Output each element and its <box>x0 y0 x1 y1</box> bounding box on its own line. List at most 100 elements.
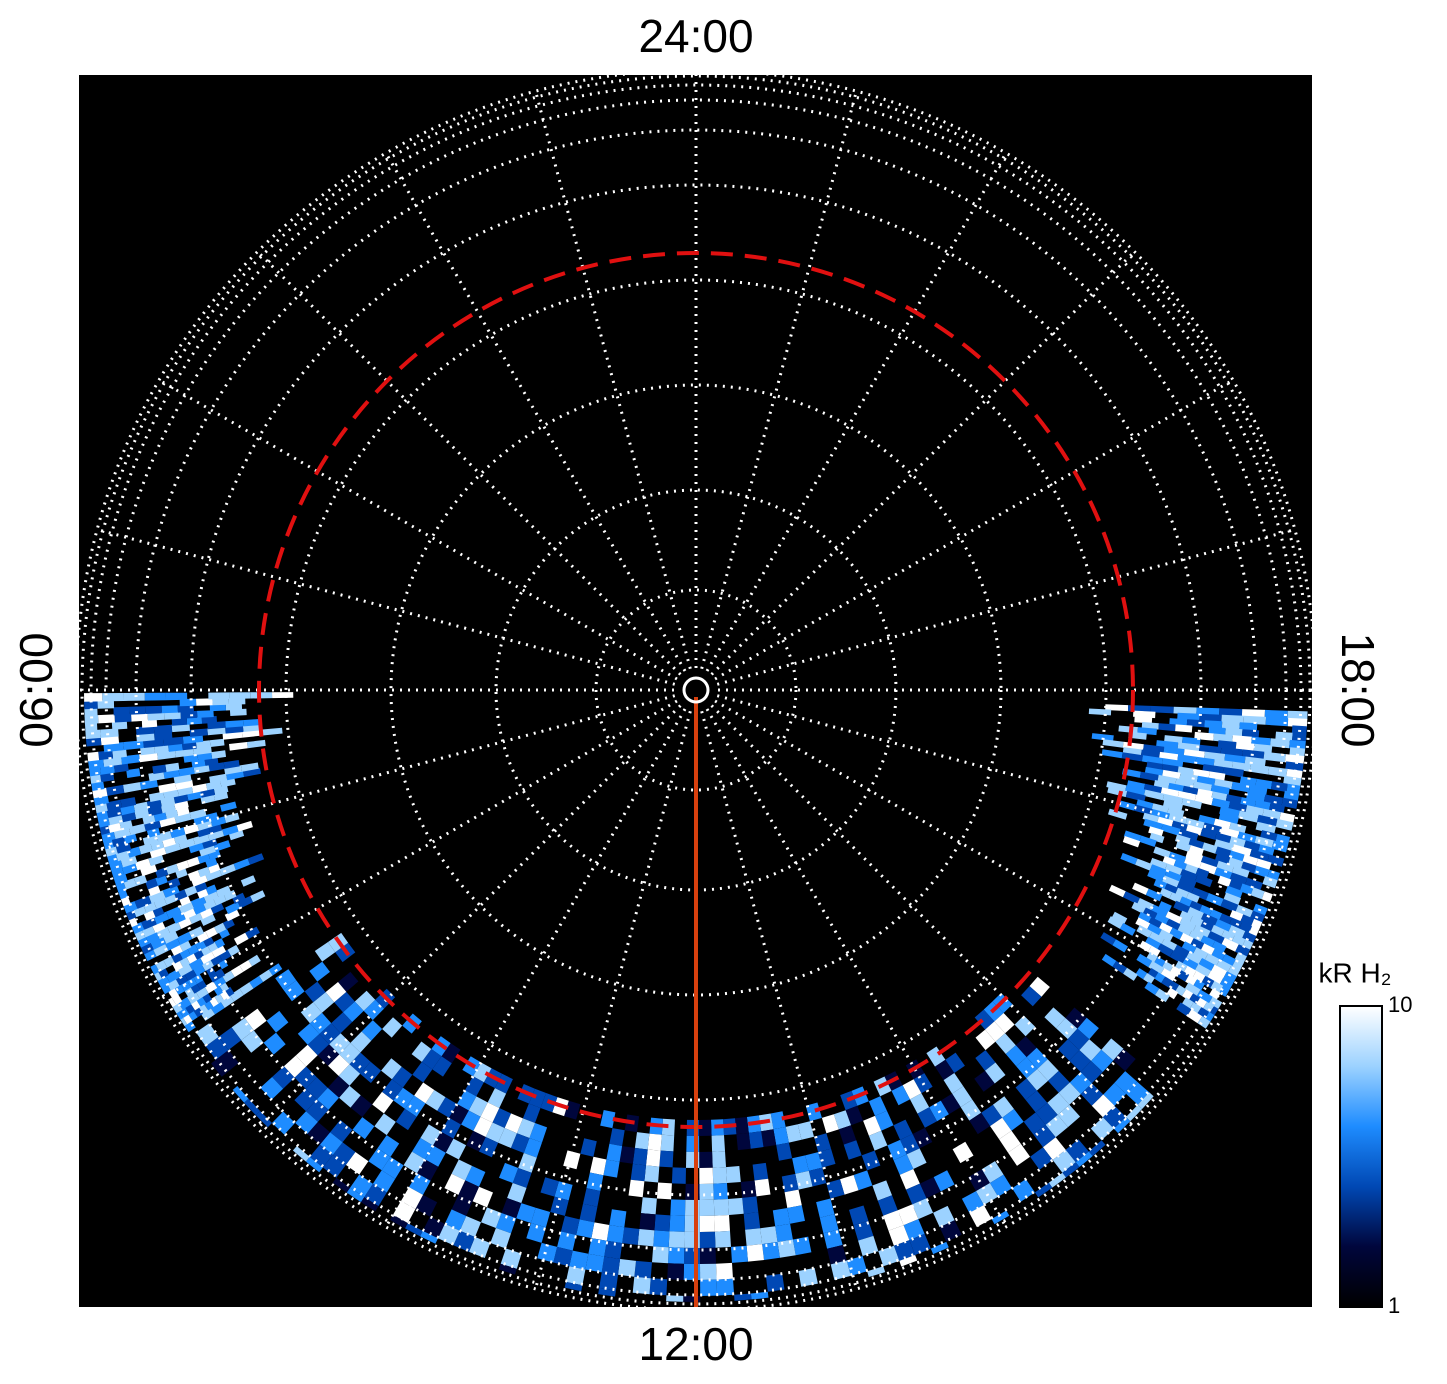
emission-patch <box>1179 875 1197 889</box>
emission-patch <box>652 1246 669 1264</box>
emission-patch <box>1161 938 1178 952</box>
emission-patch <box>1229 822 1247 834</box>
emission-patch <box>1270 738 1290 749</box>
emission-patch <box>283 1055 307 1078</box>
emission-patch <box>1223 892 1241 906</box>
emission-patch <box>481 1207 502 1228</box>
emission-patch <box>218 949 232 962</box>
emission-patch <box>994 1013 1015 1034</box>
emission-patch <box>700 1279 718 1296</box>
emission-patch <box>1190 938 1205 951</box>
emission-patch <box>1198 814 1216 826</box>
emission-patch <box>699 1183 714 1200</box>
emission-patch <box>1153 846 1171 859</box>
emission-patch <box>1169 718 1188 726</box>
emission-patch <box>329 1033 351 1055</box>
emission-patch <box>819 1214 839 1234</box>
emission-patch <box>188 957 204 971</box>
emission-patch <box>863 1115 882 1136</box>
emission-patch <box>153 911 170 925</box>
emission-patch <box>304 981 326 1003</box>
emission-patch <box>868 1096 887 1116</box>
emission-patch <box>1030 1147 1053 1170</box>
emission-patch <box>372 1170 396 1193</box>
emission-patch <box>457 1090 477 1111</box>
emission-patch <box>818 1148 836 1168</box>
emission-patch <box>1185 824 1203 836</box>
emission-patch <box>1015 1078 1037 1100</box>
emission-patch <box>205 927 218 939</box>
emission-patch <box>1207 970 1224 985</box>
emission-patch <box>1173 944 1190 959</box>
emission-patch <box>659 1150 674 1168</box>
emission-patch <box>149 846 167 859</box>
emission-patch <box>167 921 182 934</box>
emission-patch <box>1249 849 1270 863</box>
emission-patch <box>1120 852 1138 865</box>
emission-patch <box>314 942 336 962</box>
emission-patch <box>974 1070 995 1092</box>
emission-patch <box>540 1177 559 1197</box>
emission-patch <box>316 1087 339 1110</box>
emission-patch <box>891 1085 910 1106</box>
emission-patch <box>600 1110 616 1129</box>
emission-patch <box>1154 913 1169 926</box>
emission-patch <box>1135 917 1151 930</box>
emission-patch <box>912 1198 934 1220</box>
emission-patch <box>163 956 175 968</box>
emission-patch <box>203 898 217 911</box>
emission-patch <box>1037 1059 1059 1081</box>
emission-patch <box>126 768 141 778</box>
emission-patch <box>603 1159 620 1178</box>
emission-patch <box>868 1130 888 1151</box>
emission-patch <box>102 693 124 702</box>
emission-patch <box>237 896 253 909</box>
emission-patch <box>243 718 262 727</box>
emission-patch <box>123 692 145 701</box>
emission-patch <box>883 1210 904 1231</box>
emission-patch <box>444 1173 466 1195</box>
emission-patch <box>772 1208 791 1227</box>
emission-patch <box>250 692 273 699</box>
emission-patch <box>1162 799 1184 811</box>
emission-patch <box>473 1116 493 1137</box>
emission-patch <box>714 1215 730 1232</box>
emission-patch <box>1179 869 1198 882</box>
emission-patch <box>123 782 142 793</box>
emission-patch <box>139 779 158 790</box>
emission-patch <box>580 1138 597 1157</box>
emission-patch <box>192 964 206 976</box>
grid-ring <box>89 83 1303 1297</box>
emission-patch <box>1120 923 1136 936</box>
emission-patch <box>622 1227 640 1245</box>
emission-patch <box>833 1110 851 1130</box>
emission-patch <box>212 698 229 706</box>
emission-patch <box>1091 1049 1114 1072</box>
emission-patch <box>100 735 120 746</box>
emission-patch <box>1150 705 1174 714</box>
emission-patch <box>272 1066 295 1089</box>
emission-patch <box>1125 785 1146 796</box>
emission-patch <box>712 1151 726 1168</box>
emission-patch <box>910 1093 930 1114</box>
emission-patch <box>1141 722 1159 730</box>
emission-patch <box>249 975 264 989</box>
emission-patch <box>166 906 182 920</box>
emission-patch <box>231 1018 254 1041</box>
emission-patch <box>845 1105 864 1126</box>
emission-patch <box>135 858 151 871</box>
emission-patch <box>1254 865 1270 878</box>
emission-patch <box>637 1229 655 1247</box>
emission-patch <box>830 1260 851 1280</box>
emission-patch <box>1221 721 1240 730</box>
emission-patch <box>330 1119 353 1143</box>
emission-patch <box>1228 850 1245 863</box>
emission-patch <box>726 1166 741 1183</box>
emission-patch <box>1179 932 1194 946</box>
emission-patch <box>1194 794 1214 806</box>
emission-patch <box>628 1179 645 1198</box>
emission-patch <box>902 1079 922 1100</box>
emission-patch <box>352 1117 375 1140</box>
emission-patch <box>670 1199 686 1216</box>
emission-patch <box>176 860 190 872</box>
